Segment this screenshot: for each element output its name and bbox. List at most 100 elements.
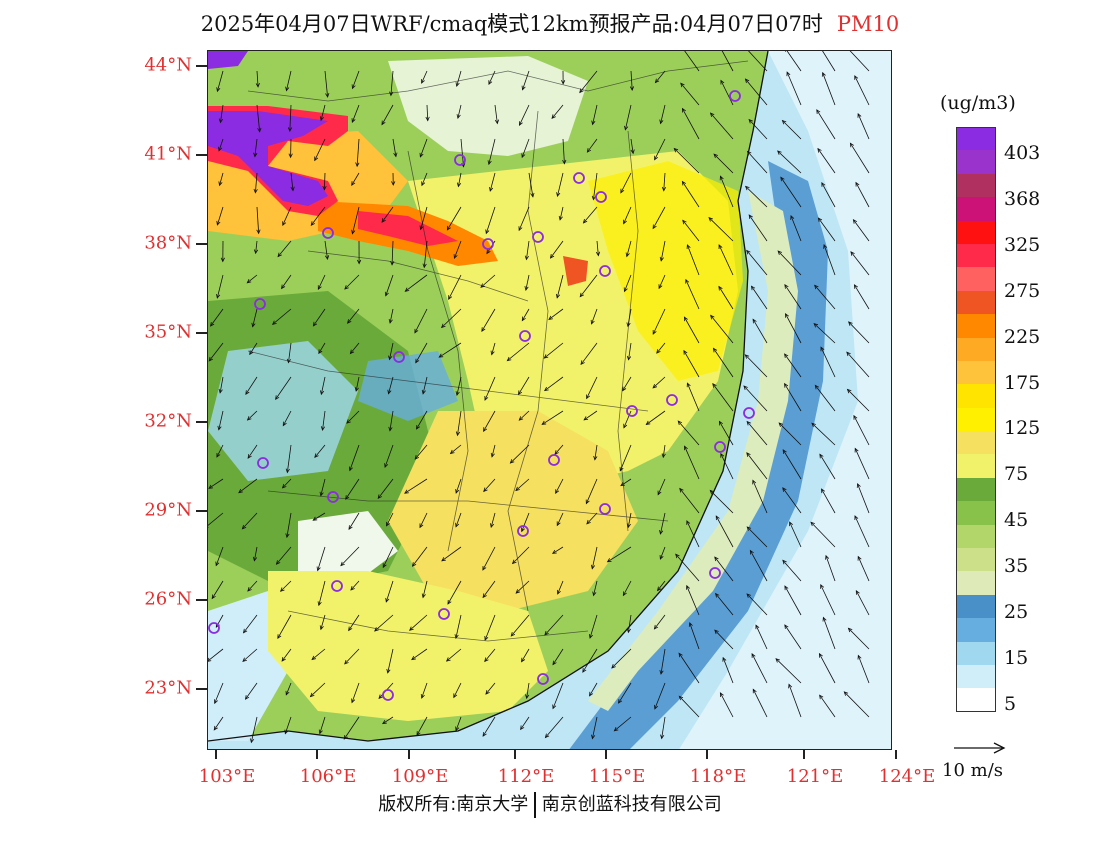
wind-vector	[313, 308, 326, 327]
wind-vector	[253, 546, 258, 561]
wind-vector	[551, 104, 564, 119]
wind-vector	[374, 614, 394, 632]
wind-vector-head	[246, 416, 252, 421]
wind-vector	[422, 580, 428, 598]
color-bar-label: 5	[1004, 692, 1017, 715]
wind-vector	[286, 444, 292, 473]
city-marker	[208, 622, 220, 634]
wind-vector	[387, 648, 394, 673]
wind-vector	[622, 580, 632, 596]
wind-vector	[351, 682, 360, 703]
wind-vector	[544, 614, 564, 636]
wind-vector-head	[484, 635, 489, 641]
wind-vector-head	[744, 78, 750, 84]
wind-vector-head	[280, 587, 285, 592]
wind-vector	[673, 148, 700, 174]
wind-vector	[594, 444, 598, 460]
wind-vector-head	[284, 729, 289, 735]
wind-vector	[242, 512, 258, 530]
wind-vector	[745, 78, 768, 106]
wind-vector	[814, 285, 836, 310]
wind-vector-head	[714, 629, 719, 635]
city-marker	[595, 191, 607, 203]
wind-vector	[785, 313, 802, 344]
wind-vector	[494, 104, 498, 124]
color-bar-label: 25	[1004, 601, 1029, 623]
wind-vector	[782, 120, 802, 140]
wind-vector-head	[271, 320, 277, 325]
wind-vector-head	[521, 316, 526, 322]
wind-vector-head	[282, 221, 287, 227]
wind-vector-head	[744, 354, 750, 359]
wind-vector	[421, 70, 428, 84]
wind-vector-head	[843, 691, 849, 696]
wind-vector	[583, 410, 598, 421]
wind-vector-head	[374, 627, 379, 632]
wind-vector	[715, 515, 734, 548]
wind-vector-head	[357, 259, 362, 265]
wind-vector-head	[382, 719, 387, 725]
wind-vector-head	[391, 181, 396, 186]
wind-vector	[712, 383, 734, 412]
wind-vector	[552, 546, 564, 554]
wind-vector	[853, 219, 870, 242]
wind-vector-head	[322, 185, 327, 191]
wind-vector-head	[562, 159, 567, 165]
wind-vectors	[208, 51, 870, 744]
wind-vector-head	[409, 626, 414, 631]
wind-vector	[272, 308, 292, 325]
wind-vector	[485, 206, 496, 234]
wind-vector-head	[623, 287, 628, 293]
wind-vector	[857, 483, 870, 514]
wind-vector-head	[348, 466, 353, 472]
latitude-label: 41°N	[144, 143, 192, 165]
wind-vector-head	[712, 383, 717, 388]
latitude-label: 26°N	[144, 588, 192, 610]
wind-vector-head	[846, 388, 852, 394]
wind-vector-head	[389, 91, 394, 97]
city-markers	[208, 90, 755, 701]
longitude-label: 109°E	[391, 766, 449, 787]
color-bar-label: 75	[1004, 463, 1029, 486]
wind-vector-head	[582, 668, 587, 673]
color-bar-swatch	[956, 501, 996, 525]
wind-vector-head	[583, 416, 589, 421]
wind-vector	[351, 104, 360, 123]
wind-vector	[778, 422, 802, 446]
color-bar-swatch	[956, 150, 996, 174]
wind-vector-head	[819, 453, 824, 459]
forecast-map	[207, 50, 892, 750]
wind-vector	[484, 376, 496, 401]
wind-vector	[446, 648, 462, 662]
color-bar-swatch	[956, 477, 996, 502]
wind-vector	[782, 560, 802, 582]
wind-vector	[518, 410, 530, 421]
color-bar-label: 275	[1004, 279, 1041, 302]
wind-vector-head	[388, 318, 393, 324]
wind-vector-head	[506, 356, 512, 362]
latitude-tick	[196, 688, 207, 690]
wind-vector	[282, 478, 292, 489]
wind-vector	[675, 553, 700, 582]
province-borders	[247, 60, 749, 642]
wind-vector-head	[216, 87, 221, 93]
wind-vector-head	[481, 327, 486, 333]
wind-vector-head	[217, 425, 222, 431]
wind-vector-head	[592, 591, 597, 597]
wind-vector	[652, 308, 666, 335]
color-bar	[956, 127, 996, 712]
wind-vector-head	[777, 150, 782, 155]
wind-vector-head	[351, 229, 356, 235]
wind-vector	[713, 153, 734, 174]
wind-vector-head	[654, 78, 660, 84]
wind-vector-head	[355, 162, 360, 168]
wind-vector-head	[350, 586, 355, 591]
wind-vector	[324, 240, 328, 260]
wind-vector-head	[626, 322, 631, 328]
color-bar-swatch	[956, 173, 996, 198]
wind-vector-head	[659, 256, 664, 262]
wind-vector	[488, 70, 496, 85]
wind-vector	[743, 385, 768, 412]
color-bar-label: 368	[1004, 187, 1041, 210]
wind-vector	[219, 172, 224, 186]
